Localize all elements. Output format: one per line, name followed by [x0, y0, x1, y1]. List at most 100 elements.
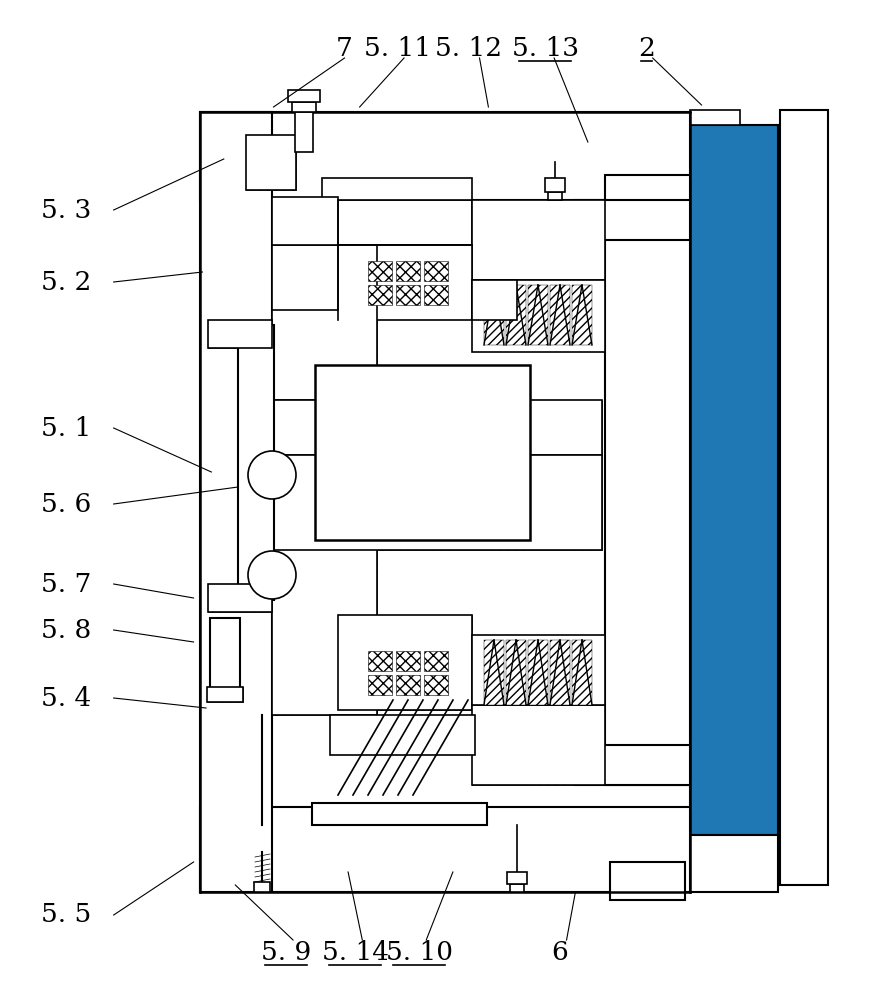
Bar: [610, 862, 685, 900]
Bar: [272, 460, 377, 715]
Bar: [200, 807, 690, 892]
Bar: [272, 245, 377, 400]
Bar: [550, 640, 570, 705]
Bar: [780, 110, 828, 885]
Bar: [338, 615, 472, 710]
Bar: [424, 261, 448, 281]
Bar: [330, 715, 475, 755]
Bar: [690, 125, 778, 835]
Bar: [338, 615, 472, 710]
Bar: [254, 882, 270, 892]
Bar: [200, 112, 272, 892]
Bar: [506, 640, 526, 705]
Bar: [472, 200, 605, 280]
Bar: [368, 261, 392, 281]
Bar: [315, 365, 530, 540]
Bar: [207, 687, 243, 702]
Bar: [550, 285, 570, 345]
Bar: [605, 175, 690, 785]
Bar: [424, 675, 448, 695]
Text: 5. 9: 5. 9: [261, 940, 311, 964]
Bar: [572, 285, 592, 345]
Text: 5. 4: 5. 4: [42, 686, 91, 710]
Bar: [506, 285, 526, 345]
Bar: [510, 884, 524, 892]
Circle shape: [248, 451, 296, 499]
Text: 5. 11: 5. 11: [364, 35, 432, 60]
Text: 6: 6: [551, 940, 567, 964]
Bar: [272, 200, 472, 245]
Bar: [238, 325, 274, 600]
Bar: [272, 455, 602, 550]
Bar: [575, 745, 690, 785]
Bar: [272, 400, 602, 455]
Bar: [208, 320, 272, 348]
Bar: [210, 618, 240, 690]
Bar: [545, 178, 565, 192]
Bar: [200, 112, 690, 200]
Bar: [272, 245, 338, 310]
Bar: [207, 687, 243, 702]
Bar: [200, 807, 690, 892]
Bar: [690, 835, 778, 892]
Bar: [528, 640, 548, 705]
Bar: [368, 651, 392, 671]
Text: 5. 7: 5. 7: [42, 572, 91, 596]
Bar: [396, 651, 420, 671]
Text: 5. 3: 5. 3: [42, 198, 91, 223]
Bar: [575, 200, 690, 240]
Bar: [472, 705, 605, 785]
Bar: [472, 635, 605, 705]
Bar: [396, 261, 420, 281]
Bar: [424, 285, 448, 305]
Bar: [200, 112, 690, 200]
Text: 5. 6: 5. 6: [42, 491, 91, 516]
Bar: [322, 178, 472, 200]
Bar: [246, 135, 296, 190]
Text: 2: 2: [638, 35, 655, 60]
Circle shape: [248, 551, 296, 599]
Text: 7: 7: [336, 35, 353, 60]
Text: 5. 2: 5. 2: [42, 269, 91, 294]
Bar: [396, 675, 420, 695]
Bar: [605, 175, 690, 785]
Bar: [368, 675, 392, 695]
Text: 5. 1: 5. 1: [42, 416, 91, 440]
Bar: [338, 245, 472, 320]
Text: 5. 14: 5. 14: [321, 940, 389, 964]
Text: 5. 13: 5. 13: [511, 35, 579, 60]
Bar: [208, 320, 272, 348]
Bar: [472, 200, 605, 280]
Bar: [507, 872, 527, 884]
Bar: [292, 102, 316, 112]
Bar: [575, 745, 690, 785]
Bar: [572, 640, 592, 705]
Bar: [295, 112, 313, 152]
Bar: [528, 285, 548, 345]
Bar: [472, 280, 517, 320]
Bar: [272, 455, 602, 550]
Bar: [208, 584, 272, 612]
Text: 5. 8: 5. 8: [42, 617, 91, 643]
Text: 5. 5: 5. 5: [42, 902, 91, 928]
Bar: [246, 135, 296, 190]
Bar: [200, 112, 272, 892]
Bar: [272, 460, 377, 715]
Bar: [272, 245, 377, 400]
Bar: [288, 90, 320, 102]
Bar: [690, 110, 740, 125]
Bar: [472, 705, 605, 785]
Bar: [575, 200, 690, 240]
Bar: [424, 651, 448, 671]
Bar: [272, 200, 472, 245]
Bar: [548, 192, 562, 200]
Bar: [472, 280, 605, 352]
Text: 5. 12: 5. 12: [435, 35, 503, 60]
Bar: [484, 640, 504, 705]
Bar: [690, 125, 778, 835]
Bar: [312, 803, 487, 825]
Bar: [484, 285, 504, 345]
Bar: [208, 584, 272, 612]
Bar: [272, 400, 602, 455]
Bar: [396, 285, 420, 305]
